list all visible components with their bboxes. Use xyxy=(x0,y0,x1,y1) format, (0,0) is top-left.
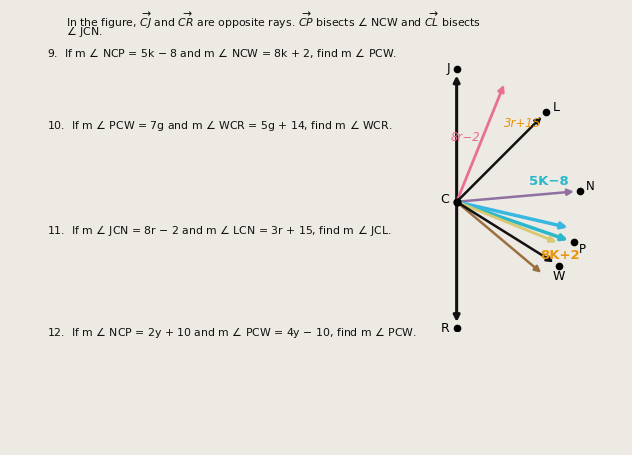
Text: 8r−2: 8r−2 xyxy=(451,131,481,144)
Text: N: N xyxy=(586,180,595,192)
Text: 12.  If m $\angle$ NCP = 2y + 10 and m $\angle$ PCW = 4y − 10, find m $\angle$ P: 12. If m $\angle$ NCP = 2y + 10 and m $\… xyxy=(47,325,417,340)
Text: 9.  If m $\angle$ NCP = 5k − 8 and m $\angle$ NCW = 8k + 2, find m $\angle$ PCW.: 9. If m $\angle$ NCP = 5k − 8 and m $\an… xyxy=(47,46,398,60)
Text: W: W xyxy=(552,270,565,283)
Text: R: R xyxy=(441,322,450,335)
Text: In the figure, $\overrightarrow{CJ}$ and $\overrightarrow{CR}$ are opposite rays: In the figure, $\overrightarrow{CJ}$ and… xyxy=(66,11,482,31)
Text: 5K−8: 5K−8 xyxy=(529,175,569,188)
Text: 8K+2: 8K+2 xyxy=(540,249,580,263)
Text: J: J xyxy=(446,62,450,76)
Text: 10.  If m $\angle$ PCW = 7g and m $\angle$ WCR = 5g + 14, find m $\angle$ WCR.: 10. If m $\angle$ PCW = 7g and m $\angle… xyxy=(47,118,392,133)
Text: 11.  If m $\angle$ JCN = 8r − 2 and m $\angle$ LCN = 3r + 15, find m $\angle$ JC: 11. If m $\angle$ JCN = 8r − 2 and m $\a… xyxy=(47,223,392,238)
Text: L: L xyxy=(552,101,559,114)
Text: C: C xyxy=(440,193,449,206)
Text: P: P xyxy=(579,243,586,256)
Text: 3r+15: 3r+15 xyxy=(504,116,541,130)
Text: $\angle$ JCN.: $\angle$ JCN. xyxy=(66,24,103,39)
